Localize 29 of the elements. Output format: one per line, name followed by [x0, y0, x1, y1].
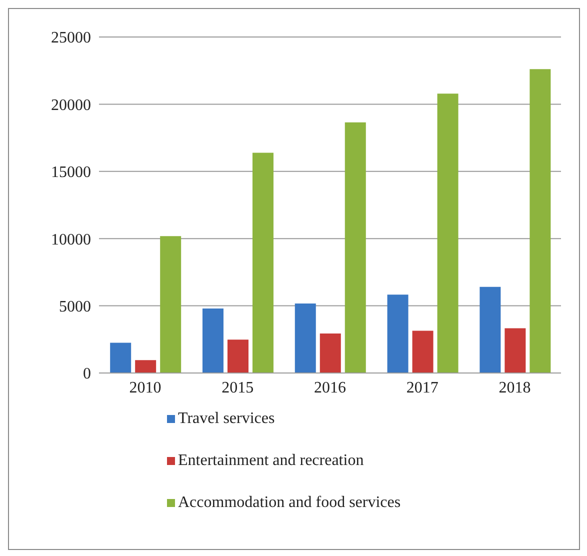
bar — [202, 308, 224, 373]
bar — [294, 304, 316, 373]
bar — [480, 286, 501, 373]
y-tick-label: 10000 — [51, 231, 91, 248]
y-tick-label: 15000 — [51, 164, 91, 182]
bar — [252, 152, 274, 373]
bar — [344, 122, 366, 373]
y-tick-label: 5000 — [59, 298, 91, 316]
y-tick-label: 20000 — [51, 96, 91, 114]
x-tick-label: 2015 — [222, 379, 254, 396]
bar — [387, 294, 408, 373]
y-tick-label: 0 — [83, 366, 91, 383]
x-tick-label: 2017 — [406, 379, 438, 396]
bar — [504, 328, 526, 373]
bar — [227, 340, 248, 373]
legend-label: Entertainment and recreation — [178, 451, 364, 471]
bar — [160, 236, 182, 373]
bar — [412, 330, 434, 373]
bar — [530, 69, 551, 373]
bar — [320, 333, 341, 373]
bar — [135, 360, 156, 373]
x-tick-label: 2018 — [498, 379, 531, 396]
y-tick-label: 25000 — [51, 30, 91, 47]
bar — [110, 342, 132, 373]
legend-label: Accommodation and food services — [178, 493, 401, 513]
x-tick-label: 2010 — [129, 379, 162, 396]
legend-label: Travel services — [178, 409, 275, 429]
bar — [437, 94, 458, 373]
x-tick-label: 2016 — [314, 379, 346, 396]
